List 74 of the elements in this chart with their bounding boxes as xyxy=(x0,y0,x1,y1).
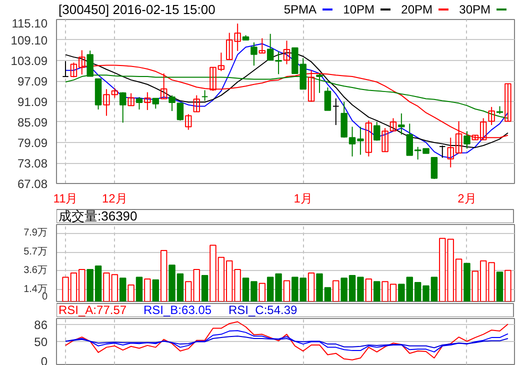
bar xyxy=(128,284,134,302)
candlestick xyxy=(382,128,388,152)
bar xyxy=(152,279,160,302)
bar xyxy=(160,250,168,302)
candlestick xyxy=(308,70,315,102)
candlestick xyxy=(464,130,470,150)
y-tick-label: 5.7万 xyxy=(24,246,48,258)
bar xyxy=(119,278,126,302)
series-label: RSI_C:54.39 xyxy=(228,303,298,317)
y-tick-label: 3.6万 xyxy=(24,264,48,276)
x-tick-label: 1月 xyxy=(294,192,312,206)
legend-label: 30PM xyxy=(459,2,491,16)
bar xyxy=(373,281,380,302)
bar xyxy=(144,278,151,302)
chart-title: [300450] 2016-02-15 15:00 xyxy=(58,2,216,17)
legend-label: 5PMA xyxy=(284,2,317,16)
candlestick xyxy=(398,112,405,136)
candlestick xyxy=(152,98,160,110)
candlestick xyxy=(160,72,168,100)
bar xyxy=(308,272,315,302)
candlestick xyxy=(258,38,266,54)
bar xyxy=(464,262,470,302)
candlestick xyxy=(193,94,200,112)
y-tick-label: 50 xyxy=(34,334,48,349)
y-tick-label: 86 xyxy=(34,318,48,332)
line-series xyxy=(65,43,508,158)
legend-label: 10PM xyxy=(343,2,375,16)
candlestick xyxy=(430,156,438,180)
y-tick-label: 7.9万 xyxy=(24,228,48,239)
candlestick xyxy=(324,86,332,111)
y-tick-label: 115.10 xyxy=(12,16,48,30)
candlestick xyxy=(201,90,208,102)
candlestick xyxy=(119,92,126,124)
candlestick xyxy=(128,92,134,106)
bar xyxy=(136,276,143,302)
candlestick xyxy=(283,40,290,65)
y-tick-label: 79.09 xyxy=(17,136,48,150)
candlestick xyxy=(136,96,143,110)
bar xyxy=(496,272,504,302)
candlestick xyxy=(488,106,495,126)
candlestick xyxy=(390,118,397,132)
candlestick xyxy=(504,83,512,122)
y-tick-label: 109.10 xyxy=(10,33,48,48)
chart-title: 成交量:36390 xyxy=(58,208,138,224)
candlestick xyxy=(144,92,151,111)
candlestick xyxy=(185,114,192,130)
candlestick xyxy=(332,98,340,126)
y-tick-label: 85.09 xyxy=(17,115,48,130)
candlestick xyxy=(275,51,282,75)
candlestick xyxy=(340,101,348,138)
bar xyxy=(332,280,340,302)
text: RSI_A:77.57 xyxy=(58,303,127,317)
bar xyxy=(283,280,290,302)
y-tick-label: 73.08 xyxy=(17,156,48,171)
bar xyxy=(201,275,208,302)
legend-label: 20PM xyxy=(401,2,433,16)
y-tick-label: 91.09 xyxy=(17,95,48,109)
series-label: RSI_B:63.05 xyxy=(144,303,212,317)
candlestick xyxy=(373,121,380,142)
candlestick xyxy=(365,120,372,157)
bar xyxy=(258,282,266,302)
y-tick-label: 97.09 xyxy=(17,74,48,89)
candlestick xyxy=(176,102,184,122)
candlestick xyxy=(62,60,69,78)
candlestick xyxy=(266,33,274,61)
y-tick-label: 67.08 xyxy=(17,177,48,191)
x-tick-label: 12月 xyxy=(102,192,128,206)
bar xyxy=(365,278,372,302)
x-tick-label: 2月 xyxy=(458,192,476,206)
bar xyxy=(504,270,512,302)
candlestick xyxy=(250,42,258,66)
candlestick xyxy=(168,94,176,112)
y-tick-label: 103.09 xyxy=(10,54,48,68)
x-tick-label: 11月 xyxy=(53,192,78,206)
